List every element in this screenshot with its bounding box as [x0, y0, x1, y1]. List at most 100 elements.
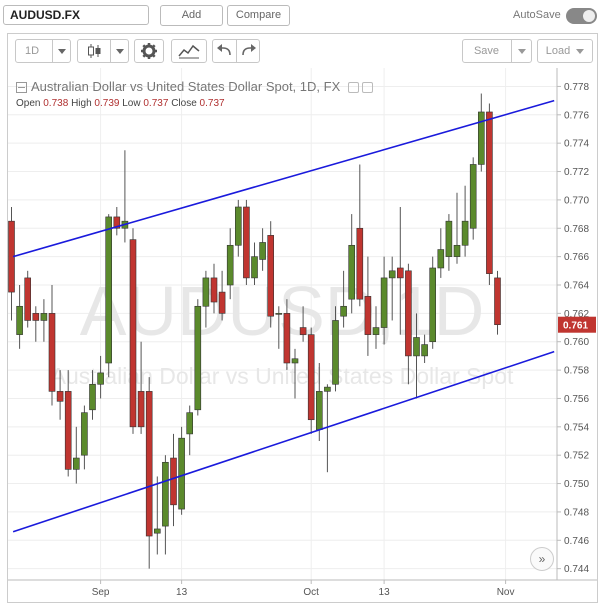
- series-close-icon[interactable]: [362, 82, 374, 94]
- candle: [291, 348, 299, 399]
- last-price-label-box: [558, 316, 596, 333]
- candle: [461, 185, 469, 257]
- candle-body: [356, 227, 364, 300]
- candle-body: [251, 256, 258, 279]
- indicators-button[interactable]: [171, 39, 207, 63]
- add-button[interactable]: Add: [160, 5, 223, 26]
- candle-body: [40, 313, 48, 321]
- save-caret[interactable]: [511, 40, 532, 62]
- candle: [429, 256, 437, 349]
- candle: [97, 355, 104, 399]
- candle: [105, 214, 112, 378]
- candle-body: [413, 337, 420, 357]
- candle-body: [81, 412, 88, 456]
- candle-body: [461, 220, 469, 246]
- candle: [243, 199, 250, 285]
- candle: [259, 228, 266, 271]
- interval-dropdown[interactable]: 1D: [15, 39, 71, 63]
- price-tick-label: 0.746: [564, 536, 589, 547]
- series-settings-icon[interactable]: [348, 82, 360, 94]
- chevron-down-icon: [116, 48, 124, 54]
- open-value: 0.738: [43, 98, 69, 109]
- candle-body: [477, 111, 485, 165]
- candle: [40, 299, 48, 342]
- low-value: 0.737: [143, 98, 169, 109]
- price-tick-label: 0.774: [564, 139, 589, 150]
- candle-body: [194, 305, 202, 411]
- time-tick-label: Nov: [497, 587, 515, 598]
- compare-button[interactable]: Compare: [227, 5, 290, 26]
- price-tick-label: 0.770: [564, 195, 589, 206]
- time-tick-label: 13: [379, 587, 391, 598]
- watermark-symbol: AUDUSD,1D: [80, 272, 485, 350]
- candle-body: [340, 305, 347, 317]
- candle: [445, 214, 453, 271]
- legend-title: Australian Dollar vs United States Dolla…: [16, 79, 374, 94]
- price-axis: 0.744 0.746 0.748 0.750 0.752 0.754 0.756 0.758…: [556, 68, 596, 580]
- candle-body: [332, 320, 339, 385]
- chevron-down-icon: [518, 48, 526, 54]
- autosave-toggle[interactable]: [566, 8, 597, 24]
- candle: [64, 370, 72, 477]
- candle: [388, 256, 396, 321]
- candle-body: [64, 391, 72, 470]
- candle: [162, 455, 169, 555]
- settings-gear-icon: [141, 43, 157, 59]
- chevron-down-icon: [58, 48, 66, 54]
- time-tick-label: Oct: [303, 587, 319, 598]
- candle-body: [324, 386, 331, 392]
- undo-icon[interactable]: [213, 40, 237, 62]
- candle: [413, 313, 420, 399]
- redo-icon[interactable]: [237, 40, 260, 62]
- candle-body: [291, 358, 299, 364]
- candle: [145, 377, 153, 569]
- candle: [405, 263, 412, 385]
- time-tick-label: Sep: [92, 587, 110, 598]
- chart-frame: [7, 33, 598, 603]
- candle-body: [218, 291, 226, 314]
- open-label: Open: [16, 98, 41, 109]
- chart-style-dropdown[interactable]: [77, 39, 129, 63]
- candle: [178, 426, 185, 515]
- candle-body: [97, 372, 104, 385]
- candle: [348, 214, 356, 314]
- symbol-input[interactable]: AUDUSD.FX: [3, 5, 149, 25]
- toggle-knob: [583, 10, 595, 22]
- candle: [137, 341, 145, 434]
- high-label: High: [71, 98, 92, 109]
- candle: [380, 256, 388, 345]
- candle-body: [226, 244, 234, 286]
- price-tick-label: 0.776: [564, 110, 589, 121]
- candle: [24, 270, 32, 328]
- candle-body: [48, 313, 56, 392]
- redo-segment: [236, 40, 260, 62]
- candle-body: [494, 277, 501, 326]
- chart-style-caret[interactable]: [110, 40, 129, 62]
- load-dropdown[interactable]: Load: [537, 39, 593, 63]
- candle-body: [105, 216, 112, 364]
- price-tick-label: 0.772: [564, 167, 589, 178]
- candle: [89, 370, 96, 420]
- candle: [129, 228, 137, 434]
- save-button[interactable]: Save: [473, 45, 500, 57]
- time-axis: Sep 13 Oct 13 Nov: [8, 579, 597, 598]
- price-tick-label: 0.760: [564, 337, 589, 348]
- candle-body: [372, 327, 380, 335]
- candle: [486, 103, 493, 285]
- candles-icon: [88, 44, 101, 58]
- candle-body: [429, 267, 437, 343]
- candle: [469, 157, 477, 240]
- candle: [364, 256, 372, 356]
- chevron-down-icon: [576, 48, 585, 54]
- settings-button[interactable]: [134, 39, 164, 63]
- collapse-icon[interactable]: [16, 82, 27, 94]
- candle-body: [259, 242, 266, 260]
- candle-body: [445, 220, 453, 257]
- trendline: [12, 350, 555, 533]
- low-label: Low: [122, 98, 141, 109]
- interval-caret[interactable]: [52, 40, 71, 62]
- scroll-to-latest-button[interactable]: »: [530, 547, 554, 571]
- candle-body: [437, 249, 445, 269]
- candle: [218, 270, 226, 321]
